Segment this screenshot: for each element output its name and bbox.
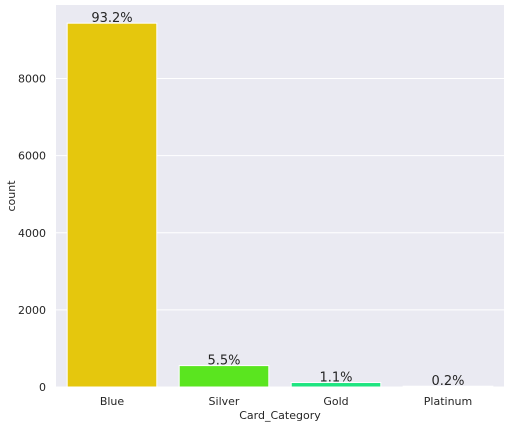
data-label-silver: 5.5%: [207, 354, 240, 369]
bar-platinum: [402, 385, 494, 388]
x-axis-title: Card_Category: [239, 409, 321, 422]
data-label-blue: 93.2%: [91, 11, 132, 26]
x-tick-label-gold: Gold: [323, 395, 348, 408]
data-labels: 93.2% 5.5% 1.1% 0.2%: [91, 11, 464, 389]
y-tick-label: 8000: [18, 73, 46, 86]
bar-silver: [178, 365, 270, 388]
y-axis-title: count: [5, 180, 18, 212]
y-tick-label: 2000: [18, 304, 46, 317]
bar-blue: [66, 22, 158, 388]
data-label-gold: 1.1%: [319, 371, 352, 386]
data-label-platinum: 0.2%: [431, 374, 464, 389]
x-tick-label-silver: Silver: [209, 395, 240, 408]
x-tick-label-platinum: Platinum: [424, 395, 472, 408]
x-axis-ticks: Blue Silver Gold Platinum: [100, 395, 472, 408]
bars: [66, 22, 494, 388]
y-axis-ticks: 0 2000 4000 6000 8000: [18, 73, 46, 394]
bar-gold: [290, 382, 382, 388]
y-tick-label: 0: [39, 381, 46, 394]
y-tick-label: 6000: [18, 150, 46, 163]
x-tick-label-blue: Blue: [100, 395, 125, 408]
y-tick-label: 4000: [18, 227, 46, 240]
